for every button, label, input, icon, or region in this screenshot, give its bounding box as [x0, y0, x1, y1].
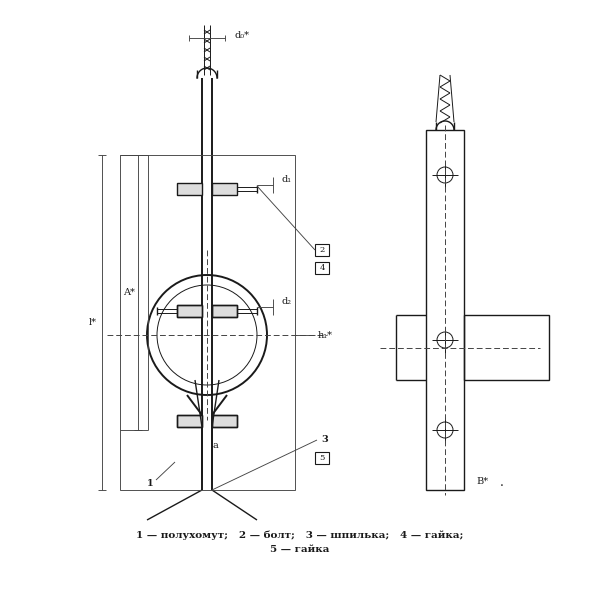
- Text: d₁: d₁: [282, 175, 292, 184]
- Text: d₀*: d₀*: [235, 31, 250, 40]
- Bar: [177, 415, 202, 427]
- Bar: [177, 183, 202, 195]
- Text: A*: A*: [123, 288, 135, 297]
- Text: 3: 3: [322, 436, 328, 445]
- Bar: [426, 130, 464, 490]
- Bar: [315, 452, 329, 464]
- Bar: [315, 244, 329, 256]
- Bar: [212, 305, 237, 317]
- Text: 1 — полухомут;   2 — болт;   3 — шпилька;   4 — гайка;: 1 — полухомут; 2 — болт; 3 — шпилька; 4 …: [136, 530, 464, 540]
- Text: .: .: [500, 475, 504, 488]
- Bar: [177, 305, 202, 317]
- Bar: [212, 305, 237, 317]
- Text: B*: B*: [476, 478, 488, 487]
- Text: 5 — гайка: 5 — гайка: [271, 545, 329, 554]
- Text: h₁*: h₁*: [317, 331, 332, 340]
- Bar: [212, 183, 237, 195]
- Text: 2: 2: [319, 246, 325, 254]
- Text: 4: 4: [319, 264, 325, 272]
- Bar: [212, 415, 237, 427]
- Bar: [177, 415, 202, 427]
- Text: l*: l*: [89, 318, 97, 327]
- Text: d₂: d₂: [282, 296, 292, 305]
- Bar: [177, 305, 202, 317]
- Bar: [212, 415, 237, 427]
- Bar: [120, 155, 295, 490]
- Bar: [177, 183, 202, 195]
- Text: 5: 5: [319, 454, 325, 462]
- Text: a: a: [212, 440, 218, 449]
- Text: 1: 1: [146, 479, 154, 488]
- Bar: [464, 315, 549, 380]
- Bar: [212, 183, 237, 195]
- Bar: [315, 262, 329, 274]
